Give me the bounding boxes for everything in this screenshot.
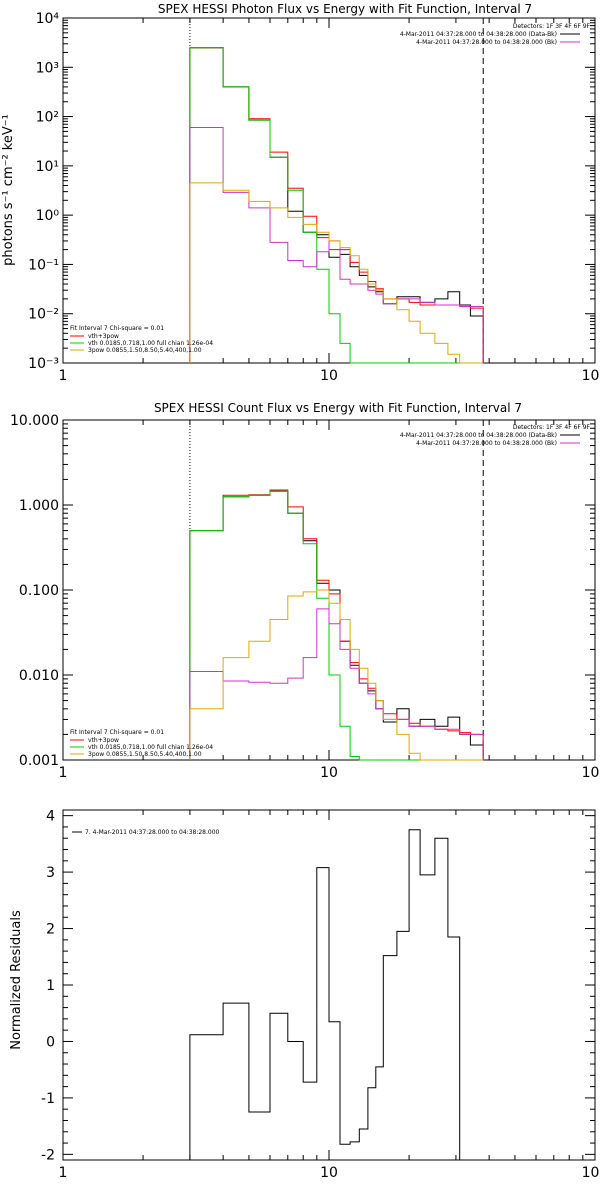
x-tick-label: 1 (59, 1165, 68, 1181)
residuals-plot-area: 1 10 100 -2 -1 0 1 2 3 4 (41, 809, 600, 1181)
y-tick-label: 0.100 (19, 583, 59, 599)
y-tick-label: 10⁻³ (28, 356, 59, 372)
count-fit-vth-label: vth 0.0185,0.718,1.00 full chian 1.26e-0… (88, 744, 213, 751)
y-tick-label: -1 (41, 1091, 55, 1107)
count-fit-pow-label: 3pow 0.0855,1.50,8.50,5.40,400,1.00 (88, 751, 202, 758)
y-tick-label: 10¹ (36, 159, 59, 175)
photon-total-fit-line (189, 47, 484, 363)
x-tick-label: 100 (582, 765, 600, 781)
y-tick-label: 10⁰ (36, 208, 60, 224)
residuals-ylabel: Normalized Residuals (9, 910, 24, 1050)
x-tick-label: 10 (320, 368, 338, 384)
count-data-bk-line (189, 490, 484, 760)
count-total-fit-line (189, 489, 484, 760)
y-tick-label: 1 (46, 978, 55, 994)
residuals-legend-label: 7. 4-Mar-2011 04:37:28.000 to 04:38:28.0… (85, 829, 220, 836)
y-tick-label: 0.001 (19, 753, 59, 769)
count-thermal-fit-line (189, 490, 484, 761)
photon-fit-total-label: vth+3pow (88, 333, 119, 340)
count-fit-header: Fit Interval 7 Chi-square = 0.01 (70, 729, 164, 736)
photon-fit-pow-label: 3pow 0.0855,1.50,8.50,5.40,400,1.00 (88, 347, 202, 354)
count-flux-title: SPEX HESSI Count Flux vs Energy with Fit… (154, 401, 522, 415)
count-legend-detectors: Detectors: 1F 3F 4F 6F 9F (513, 424, 591, 431)
x-tick-label: 100 (582, 368, 600, 384)
y-tick-label: 10² (36, 110, 59, 126)
photon-power-law-fit-line (189, 182, 484, 364)
x-tick-label: 1 (59, 765, 68, 781)
x-tick-label: 10 (320, 765, 338, 781)
y-tick-label: -2 (41, 1147, 55, 1163)
photon-flux-plot-area: 1 10 100 10⁻³ 10⁻² 10⁻¹ 10⁰ 10¹ 10² 10³ 10⁴ (28, 11, 600, 384)
x-tick-label: 10 (320, 1165, 338, 1181)
y-tick-label: 0 (46, 1034, 55, 1050)
count-legend-data-bk: 4-Mar-2011 04:37:28.000 to 04:38:28.000 … (400, 432, 557, 439)
y-tick-label: 10⁻¹ (28, 257, 59, 273)
photon-thermal-fit-line (189, 47, 484, 364)
photon-background-line (189, 127, 484, 363)
photon-fit-header: Fit Interval 7 Chi-square = 0.01 (70, 325, 164, 332)
count-background-line (189, 608, 484, 760)
count-power-law-fit-line (189, 589, 484, 761)
y-tick-label: 10⁴ (36, 11, 60, 27)
photon-legend-data-bk: 4-Mar-2011 04:37:28.000 to 04:38:28.000 … (400, 31, 557, 38)
y-tick-label: 10⁻² (28, 307, 59, 323)
photon-data-bk-line (189, 47, 484, 363)
count-flux-panel: SPEX HESSI Count Flux vs Energy with Fit… (10, 401, 600, 781)
y-tick-label: 4 (46, 809, 55, 825)
photon-legend-detectors: Detectors: 1F 3F 4F 6F 9F (513, 23, 591, 30)
photon-flux-title: SPEX HESSI Photon Flux vs Energy with Fi… (158, 2, 532, 16)
count-fit-total-label: vth+3pow (88, 737, 119, 744)
photon-flux-panel: SPEX HESSI Photon Flux vs Energy with Fi… (1, 2, 600, 384)
photon-fit-vth-label: vth 0.0185,0.718,1.00 full chian 1.26e-0… (88, 340, 213, 347)
y-tick-label: 10³ (36, 60, 59, 76)
count-flux-plot-area: 1 10 100 0.001 0.010 0.100 1.000 10.000 (10, 413, 600, 781)
x-tick-label: 1 (59, 368, 68, 384)
y-tick-label: 2 (46, 922, 55, 938)
count-legend-bk: 4-Mar-2011 04:37:28.000 to 04:38:28.000 … (416, 440, 557, 447)
y-tick-label: 1.000 (19, 498, 59, 514)
residual-series-line (189, 829, 484, 1161)
photon-legend-bk: 4-Mar-2011 04:37:28.000 to 04:38:28.000 … (416, 39, 557, 46)
y-tick-label: 3 (46, 865, 55, 881)
y-tick-label: 0.010 (19, 668, 59, 684)
x-tick-label: 100 (582, 1165, 600, 1181)
residuals-panel: Normalized Residuals 1 10 100 -2 -1 0 1 2 3 4 7. … (9, 809, 600, 1181)
photon-flux-ylabel: photons s⁻¹ cm⁻² keV⁻¹ (1, 114, 16, 266)
y-tick-label: 10.000 (10, 413, 59, 429)
